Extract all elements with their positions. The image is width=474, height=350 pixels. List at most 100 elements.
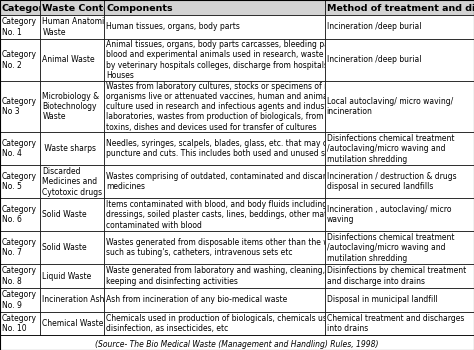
Text: Category: Category (2, 266, 37, 275)
Text: Incineration Ash: Incineration Ash (42, 295, 105, 304)
Text: Disinfections by chemical treatment: Disinfections by chemical treatment (327, 266, 466, 275)
Text: Chemical treatment and discharges: Chemical treatment and discharges (327, 314, 464, 323)
Bar (0, 39, 40, 81)
Bar (0, 312, 40, 335)
Text: Cytotoxic drugs: Cytotoxic drugs (42, 188, 102, 197)
Text: Houses: Houses (106, 71, 134, 80)
Bar (0, 132, 40, 165)
Text: blood and experimental animals used in research, waste generated: blood and experimental animals used in r… (106, 50, 366, 59)
Text: Chemical Waste: Chemical Waste (42, 319, 104, 328)
Text: No. 2: No. 2 (2, 61, 22, 70)
Bar (325, 15, 474, 39)
Text: mutilation shredding: mutilation shredding (327, 155, 407, 164)
Bar (325, 39, 474, 81)
Text: Solid Waste: Solid Waste (42, 243, 87, 252)
Text: Ash from incineration of any bio-medical waste: Ash from incineration of any bio-medical… (106, 295, 288, 304)
Bar (325, 198, 474, 231)
Text: culture used in research and infectious agents and industrial: culture used in research and infectious … (106, 102, 340, 111)
Bar (104, 198, 325, 231)
Text: Category: Category (2, 172, 37, 181)
Bar (104, 231, 325, 264)
Bar (104, 264, 325, 288)
Bar (104, 15, 325, 39)
Text: disposal in secured landfills: disposal in secured landfills (327, 182, 433, 191)
Text: No. 4: No. 4 (2, 149, 22, 159)
Bar (325, 288, 474, 312)
Bar (104, 0, 325, 15)
Text: Category: Category (2, 139, 37, 148)
Text: incineration: incineration (327, 107, 373, 116)
Bar (0, 288, 40, 312)
Text: Medicines and: Medicines and (42, 177, 98, 186)
Text: No. 10: No. 10 (2, 324, 27, 333)
Text: into drains: into drains (327, 324, 368, 333)
Text: Wastes comprising of outdated, contaminated and discarded: Wastes comprising of outdated, contamina… (106, 172, 340, 181)
Text: dressings, soiled plaster casts, lines, beddings, other material: dressings, soiled plaster casts, lines, … (106, 210, 345, 219)
Text: Local autoclaving/ micro waving/: Local autoclaving/ micro waving/ (327, 97, 453, 106)
Text: /autoclaving/micro waving and: /autoclaving/micro waving and (327, 144, 445, 153)
Bar (325, 0, 474, 15)
Bar (0, 231, 40, 264)
Text: Incineration / destruction & drugs: Incineration / destruction & drugs (327, 172, 456, 181)
Text: such as tubing's, catheters, intravenous sets etc: such as tubing's, catheters, intravenous… (106, 248, 293, 257)
Bar (104, 132, 325, 165)
Bar (104, 39, 325, 81)
Text: Components: Components (106, 4, 173, 13)
Bar (40, 288, 104, 312)
Text: Needles, syringes, scalpels, blades, glass, etc. that may cause: Needles, syringes, scalpels, blades, gla… (106, 139, 346, 148)
Text: Category: Category (2, 4, 51, 13)
Text: organisms live or attenuated vaccines, human and animal cell: organisms live or attenuated vaccines, h… (106, 92, 346, 101)
Bar (40, 81, 104, 132)
Text: Disposal in municipal landfill: Disposal in municipal landfill (327, 295, 438, 304)
Text: Category: Category (2, 50, 37, 59)
Text: and discharge into drains: and discharge into drains (327, 277, 425, 286)
Text: No. 8: No. 8 (2, 277, 22, 286)
Text: puncture and cuts. This includes both used and unused sharps: puncture and cuts. This includes both us… (106, 149, 347, 159)
Text: mutilation shredding: mutilation shredding (327, 253, 407, 262)
Text: Solid Waste: Solid Waste (42, 210, 87, 219)
Text: disinfection, as insecticides, etc: disinfection, as insecticides, etc (106, 324, 228, 333)
Text: Liquid Waste: Liquid Waste (42, 272, 91, 281)
Bar (40, 312, 104, 335)
Text: Waste: Waste (42, 112, 66, 121)
Text: No. 9: No. 9 (2, 301, 22, 309)
Bar (104, 288, 325, 312)
Text: (Source- The Bio Medical Waste (Management and Handling) Rules, 1998): (Source- The Bio Medical Waste (Manageme… (95, 340, 379, 349)
Bar (0, 264, 40, 288)
Bar (325, 264, 474, 288)
Text: Method of treatment and disposal: Method of treatment and disposal (327, 4, 474, 13)
Bar (40, 39, 104, 81)
Text: toxins, dishes and devices used for transfer of cultures: toxins, dishes and devices used for tran… (106, 123, 317, 132)
Text: Incineration /deep burial: Incineration /deep burial (327, 22, 421, 32)
Bar (40, 0, 104, 15)
Text: Disinfections chemical treatment: Disinfections chemical treatment (327, 134, 454, 143)
Text: medicines: medicines (106, 182, 145, 191)
Text: Category: Category (2, 238, 37, 247)
Bar (40, 15, 104, 39)
Text: Discarded: Discarded (42, 167, 81, 176)
Bar (40, 132, 104, 165)
Bar (0, 165, 40, 198)
Bar (104, 165, 325, 198)
Bar (0, 198, 40, 231)
Text: Wastes from laboratory cultures, stocks or specimens of micro-: Wastes from laboratory cultures, stocks … (106, 82, 349, 91)
Text: waving: waving (327, 216, 354, 224)
Bar (104, 81, 325, 132)
Bar (0, 0, 40, 15)
Text: No. 1: No. 1 (2, 28, 22, 36)
Text: Items contaminated with blood, and body fluids including cotton,: Items contaminated with blood, and body … (106, 200, 356, 209)
Bar (40, 198, 104, 231)
Text: contaminated with blood: contaminated with blood (106, 220, 202, 230)
Text: /autoclaving/micro waving and: /autoclaving/micro waving and (327, 243, 445, 252)
Text: Category: Category (2, 205, 37, 214)
Text: Microbiology &: Microbiology & (42, 92, 100, 101)
Text: Waste Content: Waste Content (42, 4, 121, 13)
Text: Waste sharps: Waste sharps (42, 144, 96, 153)
Bar (325, 312, 474, 335)
Text: Category: Category (2, 17, 37, 26)
Text: Incineration /deep burial: Incineration /deep burial (327, 55, 421, 64)
Bar (325, 132, 474, 165)
Text: Wastes generated from disposable items other than the waste sharps: Wastes generated from disposable items o… (106, 238, 374, 247)
Text: Category: Category (2, 290, 37, 299)
Bar (0, 81, 40, 132)
